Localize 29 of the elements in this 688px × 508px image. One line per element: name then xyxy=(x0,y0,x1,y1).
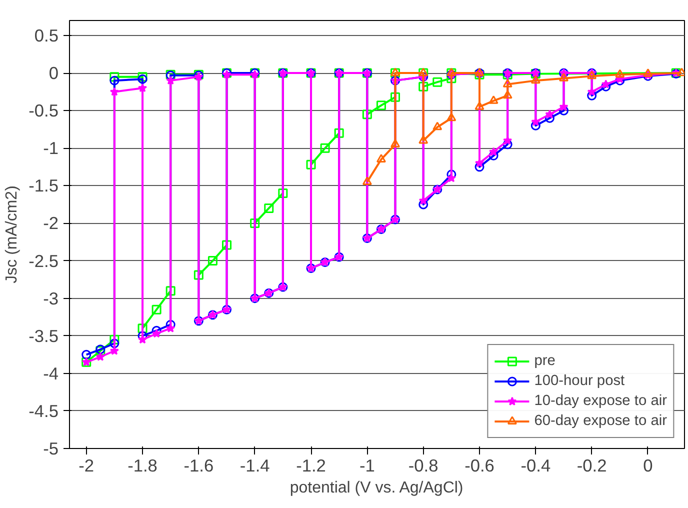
legend-label: 100-hour post xyxy=(534,373,625,389)
y-tick-label: -1.5 xyxy=(28,176,58,196)
y-tick-label: -3.5 xyxy=(28,326,58,346)
x-tick-label: -1.6 xyxy=(184,456,214,476)
x-tick-label: -2 xyxy=(78,456,94,476)
y-tick-label: -4.5 xyxy=(28,400,58,421)
legend-label: pre xyxy=(534,353,556,369)
x-tick-label: -0.4 xyxy=(520,456,551,476)
y-tick-label: -2 xyxy=(43,213,59,234)
x-tick-label: -0.8 xyxy=(408,456,438,476)
y-tick-label: -2.5 xyxy=(28,250,58,271)
x-axis-title: potential (V vs. Ag/AgCl) xyxy=(290,480,464,496)
y-tick-label: -4 xyxy=(43,363,59,384)
y-axis-title: Jsc (mA/cm2) xyxy=(4,186,21,284)
y-tick-label: -0.5 xyxy=(28,100,58,121)
y-tick-label: -5 xyxy=(43,438,59,458)
x-tick-label: -0.2 xyxy=(576,456,607,476)
x-tick-label: 0 xyxy=(643,456,653,476)
y-tick-label: -1 xyxy=(43,138,59,158)
x-tick-label: -1.4 xyxy=(240,456,270,476)
y-tick-label: -3 xyxy=(43,288,59,308)
x-tick-label: -1.2 xyxy=(296,456,326,476)
x-tick-label: -0.6 xyxy=(464,456,494,476)
legend-label: 10-day expose to air xyxy=(534,393,667,409)
x-tick-label: -1 xyxy=(359,456,375,476)
legend-label: 60-day expose to air xyxy=(534,413,667,429)
y-tick-label: 0 xyxy=(48,63,59,84)
y-tick-label: 0.5 xyxy=(34,26,59,46)
x-tick-label: -1.8 xyxy=(128,456,158,476)
